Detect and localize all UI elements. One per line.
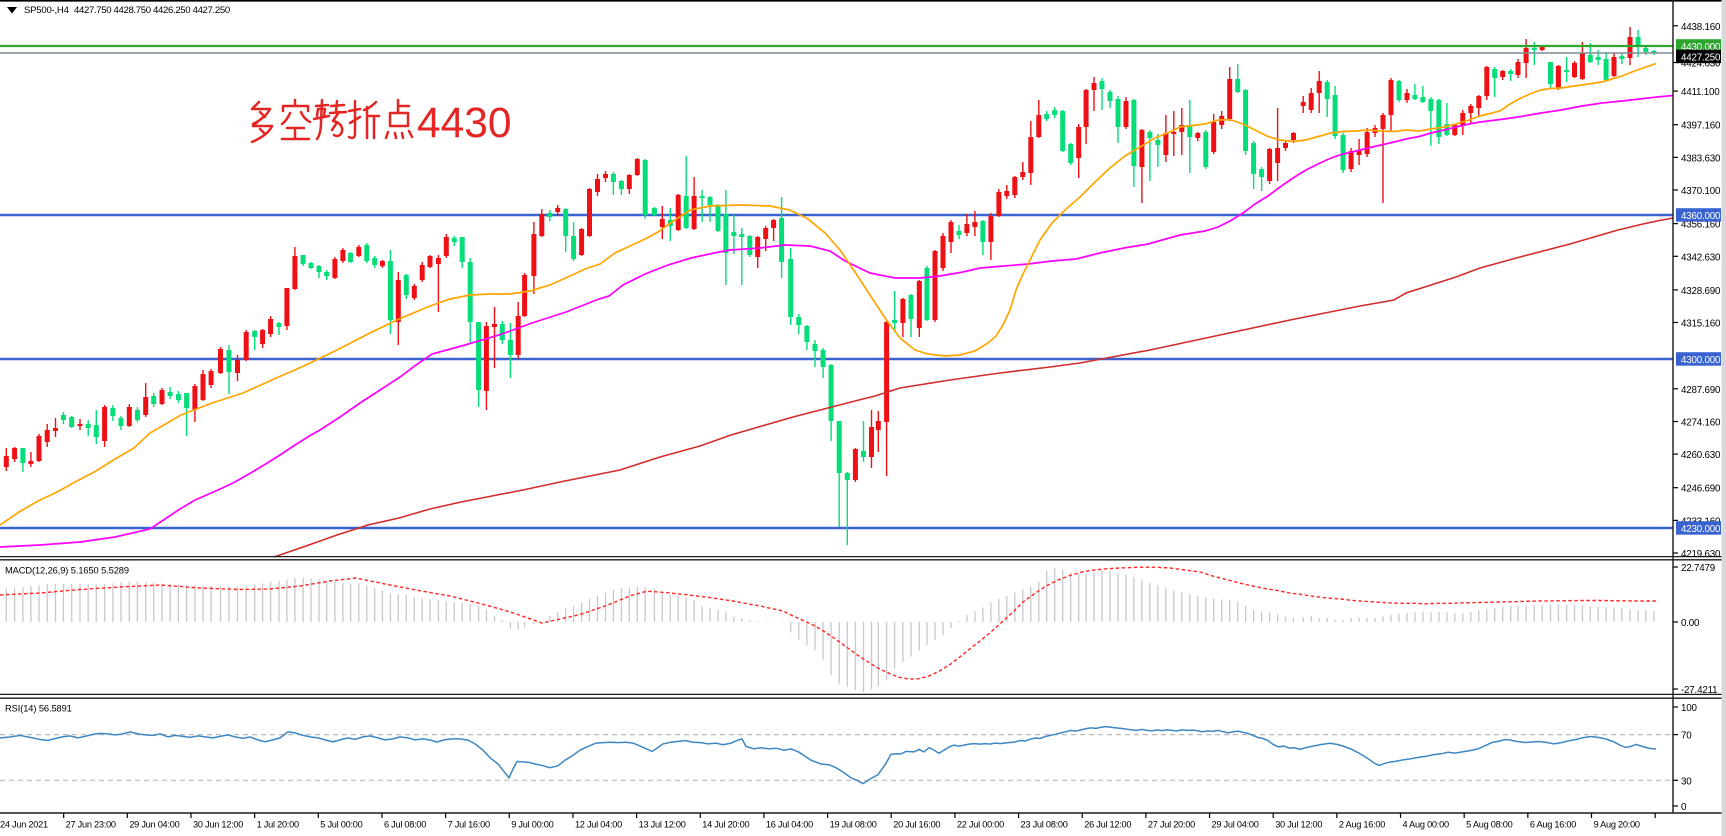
svg-text:16 Jul 04:00: 16 Jul 04:00 — [766, 820, 813, 830]
svg-text:12 Jul 04:00: 12 Jul 04:00 — [575, 820, 622, 830]
svg-text:4219.630: 4219.630 — [1681, 549, 1721, 560]
svg-text:RSI(14) 56.5891: RSI(14) 56.5891 — [5, 704, 72, 714]
svg-text:24 Jun 2021: 24 Jun 2021 — [0, 820, 48, 830]
svg-text:4 Aug 00:00: 4 Aug 00:00 — [1403, 820, 1449, 830]
svg-text:4328.690: 4328.690 — [1681, 286, 1721, 297]
svg-text:4438.160: 4438.160 — [1681, 22, 1721, 33]
svg-text:4260.630: 4260.630 — [1681, 450, 1721, 461]
svg-text:1 Jul 20:00: 1 Jul 20:00 — [257, 820, 299, 830]
svg-text:14 Jul 20:00: 14 Jul 20:00 — [702, 820, 749, 830]
svg-text:6 Aug 16:00: 6 Aug 16:00 — [1530, 820, 1576, 830]
svg-text:4356.160: 4356.160 — [1681, 220, 1721, 231]
svg-text:22.7479: 22.7479 — [1681, 563, 1715, 574]
svg-text:27 Jul 20:00: 27 Jul 20:00 — [1148, 820, 1195, 830]
svg-text:9 Jul 00:00: 9 Jul 00:00 — [511, 820, 553, 830]
svg-text:SP500-,H4: SP500-,H4 — [24, 5, 70, 16]
svg-text:4383.630: 4383.630 — [1681, 153, 1721, 164]
svg-text:2 Aug 16:00: 2 Aug 16:00 — [1339, 820, 1385, 830]
svg-text:19 Jul 08:00: 19 Jul 08:00 — [830, 820, 877, 830]
svg-text:22 Jul 00:00: 22 Jul 00:00 — [957, 820, 1004, 830]
svg-text:4427.750 4428.750 4426.250 442: 4427.750 4428.750 4426.250 4427.250 — [74, 5, 230, 16]
svg-text:4424.630: 4424.630 — [1681, 59, 1721, 70]
svg-text:4246.690: 4246.690 — [1681, 484, 1721, 495]
svg-text:100: 100 — [1681, 703, 1697, 714]
svg-text:4430.000: 4430.000 — [1681, 42, 1721, 53]
svg-text:4370.100: 4370.100 — [1681, 186, 1721, 197]
svg-text:30 Jun 12:00: 30 Jun 12:00 — [193, 820, 243, 830]
svg-text:7 Jul 16:00: 7 Jul 16:00 — [448, 820, 490, 830]
svg-text:4397.160: 4397.160 — [1681, 121, 1721, 132]
svg-text:6 Jul 08:00: 6 Jul 08:00 — [384, 820, 426, 830]
svg-text:30: 30 — [1681, 776, 1692, 787]
svg-text:-27.4211: -27.4211 — [1681, 685, 1717, 696]
svg-text:4360.000: 4360.000 — [1681, 211, 1721, 222]
svg-text:4342.630: 4342.630 — [1681, 252, 1721, 263]
svg-text:13 Jul 12:00: 13 Jul 12:00 — [639, 820, 686, 830]
svg-text:4230.000: 4230.000 — [1681, 524, 1721, 535]
svg-text:20 Jul 16:00: 20 Jul 16:00 — [893, 820, 940, 830]
svg-text:MACD(12,26,9) 5.1650 5.5289: MACD(12,26,9) 5.1650 5.5289 — [5, 566, 129, 576]
svg-text:27 Jun 23:00: 27 Jun 23:00 — [66, 820, 116, 830]
svg-text:4315.160: 4315.160 — [1681, 319, 1721, 330]
svg-text:70: 70 — [1681, 731, 1692, 742]
svg-text:29 Jun 04:00: 29 Jun 04:00 — [129, 820, 179, 830]
svg-text:5 Jul 00:00: 5 Jul 00:00 — [320, 820, 362, 830]
svg-text:0.00: 0.00 — [1681, 618, 1700, 629]
svg-text:29 Jul 04:00: 29 Jul 04:00 — [1212, 820, 1259, 830]
svg-text:4427.250: 4427.250 — [1681, 53, 1721, 64]
svg-text:4274.160: 4274.160 — [1681, 418, 1721, 429]
svg-text:30 Jul 12:00: 30 Jul 12:00 — [1275, 820, 1322, 830]
svg-text:23 Jul 08:00: 23 Jul 08:00 — [1021, 820, 1068, 830]
svg-text:4430: 4430 — [417, 100, 512, 147]
svg-text:4411.100: 4411.100 — [1681, 87, 1720, 98]
svg-text:4300.000: 4300.000 — [1681, 355, 1721, 366]
svg-text:5 Aug 08:00: 5 Aug 08:00 — [1466, 820, 1512, 830]
svg-text:0: 0 — [1681, 802, 1687, 813]
svg-text:26 Jul 12:00: 26 Jul 12:00 — [1084, 820, 1131, 830]
svg-text:4287.690: 4287.690 — [1681, 385, 1721, 396]
svg-text:9 Aug 20:00: 9 Aug 20:00 — [1594, 820, 1640, 830]
